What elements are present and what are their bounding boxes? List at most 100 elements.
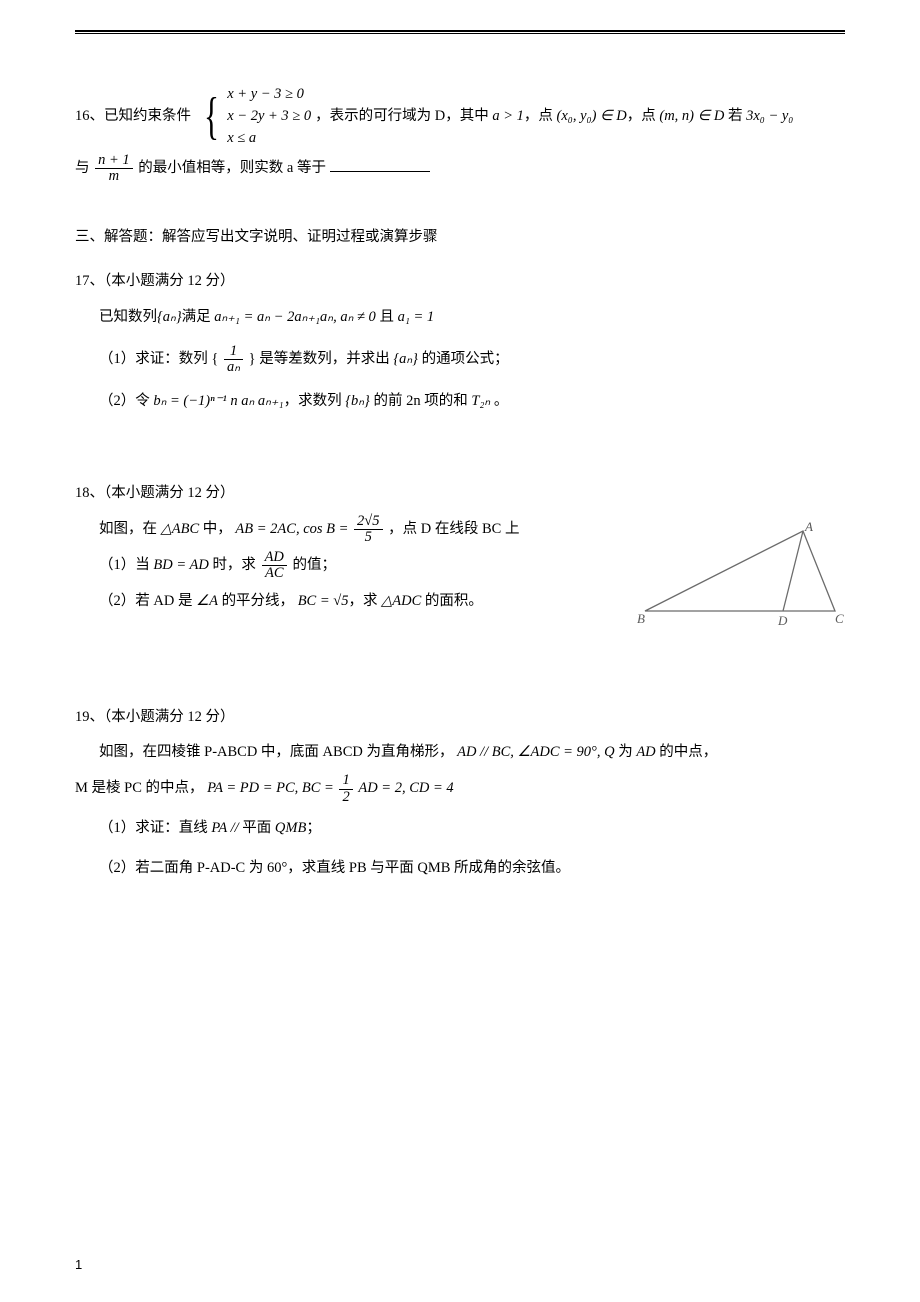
label-A: A <box>804 519 813 534</box>
constraint-3: x ≤ a <box>227 128 311 150</box>
p17-q2-seq: {bₙ} <box>345 393 370 409</box>
p19-cond2b: AD = 2, CD = 4 <box>358 780 453 796</box>
p19-l1b: 为 <box>615 744 637 760</box>
p16-mid3: ，点 <box>627 108 660 124</box>
p19-l1: 如图，在四棱锥 P-ABCD 中，底面 ABCD 为直角梯形， <box>99 744 457 760</box>
p17-rec: aₙ₊₁ = aₙ − 2aₙ₊₁aₙ, aₙ ≠ 0 <box>214 309 376 325</box>
p16-expr1: 3x₀ − y₀ <box>746 108 793 124</box>
p19-cond1: AD // BC, ∠ADC = 90°, Q <box>457 744 614 760</box>
section-3-heading: 三、解答题：解答应写出文字说明、证明过程或演算步骤 <box>75 225 845 246</box>
p18-q1-den: AC <box>262 566 287 581</box>
p17-header: 17、（本小题满分 12 分） <box>75 266 845 298</box>
p19-pa: PA // <box>211 820 238 836</box>
p18-q2d: 的面积。 <box>421 593 483 609</box>
p18-q2a: （2）若 AD 是 <box>99 593 196 609</box>
p19-ad: AD <box>636 744 655 760</box>
problem-18: 18、（本小题满分 12 分） A B C D 如图，在 △ABC 中， AB … <box>75 478 845 642</box>
p18-adc: △ADC <box>381 593 421 609</box>
p18-cos-den: 5 <box>354 530 382 545</box>
p16-cond-a: a > 1 <box>492 108 524 124</box>
p17-seq: {aₙ} <box>157 309 182 325</box>
p19-header: 19、（本小题满分 12 分） <box>75 702 845 734</box>
p18-cos-num: 2√5 <box>354 514 382 530</box>
label-C: C <box>835 611 844 626</box>
p19-l2a: M 是棱 PC 的中点， <box>75 780 207 796</box>
p18-l1b: 中， <box>199 521 235 537</box>
p18-ab: AB = 2AC, cos B = <box>235 521 352 537</box>
p17-given-a: 已知数列 <box>99 309 157 325</box>
p18-q2c: ，求 <box>348 593 381 609</box>
problem-17: 17、（本小题满分 12 分） 已知数列{aₙ}满足 aₙ₊₁ = aₙ − 2… <box>75 266 845 418</box>
p19-q2b: ，求直线 PB 与平面 QMB 所成角的余弦值。 <box>287 860 570 876</box>
page-number: 1 <box>75 1257 82 1272</box>
p19-half-fraction: 1 2 <box>339 773 352 804</box>
p17-q1b: } 是等差数列，并求出 <box>249 351 394 367</box>
p16-mid2: ，点 <box>524 108 557 124</box>
triangle-outline <box>645 531 835 611</box>
p17-q1-fraction: 1 aₙ <box>224 344 243 375</box>
p16-lead: 已知约束条件 <box>104 108 191 124</box>
p18-q2b: 的平分线， <box>218 593 298 609</box>
p18-q1b: 时，求 <box>209 557 260 573</box>
p17-given-b: 满足 <box>182 309 215 325</box>
p18-l1c: ，点 D 在线段 BC 上 <box>388 521 519 537</box>
constraint-2: x − 2y + 3 ≥ 0 <box>227 106 311 128</box>
p18-q1-num: AD <box>262 550 287 566</box>
p16-fraction: n + 1 m <box>95 153 133 184</box>
p19-q2a: （2）若二面角 P-AD-C 为 <box>99 860 267 876</box>
p19-l1c: 的中点， <box>656 744 718 760</box>
label-B: B <box>637 611 645 626</box>
p16-pt1: (x₀, y₀) ∈ D <box>557 108 627 124</box>
problem-19: 19、（本小题满分 12 分） 如图，在四棱锥 P-ABCD 中，底面 ABCD… <box>75 702 845 886</box>
p19-half-den: 2 <box>339 790 352 805</box>
p19-q1: （1）求证：直线 <box>99 820 211 836</box>
p18-cos-fraction: 2√5 5 <box>354 514 382 545</box>
p17-q1a: （1）求证：数列 { <box>99 351 218 367</box>
p19-ang60: 60° <box>267 860 287 876</box>
exam-page: 16、已知约束条件 { x + y − 3 ≥ 0 x − 2y + 3 ≥ 0… <box>0 0 920 1302</box>
p17-q2b: ，求数列 <box>284 393 346 409</box>
p16-pt2: (m, n) ∈ D <box>659 108 724 124</box>
p19-cond2a: PA = PD = PC, BC = <box>207 780 337 796</box>
p17-init: a₁ = 1 <box>398 309 435 325</box>
p17-given-c: 且 <box>376 309 398 325</box>
p17-q1c: 的通项公式； <box>418 351 509 367</box>
p17-q2c: 的前 2n 项的和 <box>370 393 472 409</box>
line-AD <box>783 531 803 611</box>
p16-frac-den: m <box>95 169 133 184</box>
p18-q1c: 的值； <box>293 557 337 573</box>
p18-bd: BD = AD <box>153 557 208 573</box>
p16-line2b: 的最小值相等，则实数 a 等于 <box>138 160 326 176</box>
p17-q2-T: T₂ₙ <box>471 393 490 409</box>
p19-q1b: 平面 <box>239 820 275 836</box>
p17-q1-seq: {aₙ} <box>393 351 418 367</box>
p16-mid4: 若 <box>724 108 746 124</box>
p17-q1-den: aₙ <box>224 360 243 375</box>
p19-half-num: 1 <box>339 773 352 789</box>
p18-q1a: （1）当 <box>99 557 153 573</box>
p16-frac-num: n + 1 <box>95 153 133 169</box>
problem-16: 16、已知约束条件 { x + y − 3 ≥ 0 x − 2y + 3 ≥ 0… <box>75 84 845 185</box>
p18-bc: BC = √5 <box>298 593 349 609</box>
constraint-1: x + y − 3 ≥ 0 <box>227 84 311 106</box>
triangle-svg: A B C D <box>635 519 845 629</box>
header-rule <box>75 30 845 34</box>
p19-q1c: ； <box>306 820 321 836</box>
p17-q2-bn: bₙ = (−1)ⁿ⁻¹ n aₙ aₙ₊₁ <box>153 393 283 409</box>
p16-mid1: ，表示的可行域为 D，其中 <box>315 108 492 124</box>
p17-q2d: 。 <box>490 393 508 409</box>
label-D: D <box>777 613 788 628</box>
p18-l1a: 如图，在 <box>99 521 161 537</box>
p18-tri: △ABC <box>161 521 200 537</box>
answer-blank <box>330 158 430 173</box>
p18-q1-fraction: AD AC <box>262 550 287 581</box>
p19-qmb: QMB <box>275 820 306 836</box>
constraint-brace: { x + y − 3 ≥ 0 x − 2y + 3 ≥ 0 x ≤ a <box>199 84 312 149</box>
p17-q1-num: 1 <box>224 344 243 360</box>
p18-ang: ∠A <box>196 593 218 609</box>
p16-number: 16、 <box>75 108 104 124</box>
p17-q2a: （2）令 <box>99 393 153 409</box>
p18-header: 18、（本小题满分 12 分） <box>75 478 845 510</box>
p16-line2a: 与 <box>75 160 93 176</box>
triangle-figure: A B C D <box>635 519 845 642</box>
